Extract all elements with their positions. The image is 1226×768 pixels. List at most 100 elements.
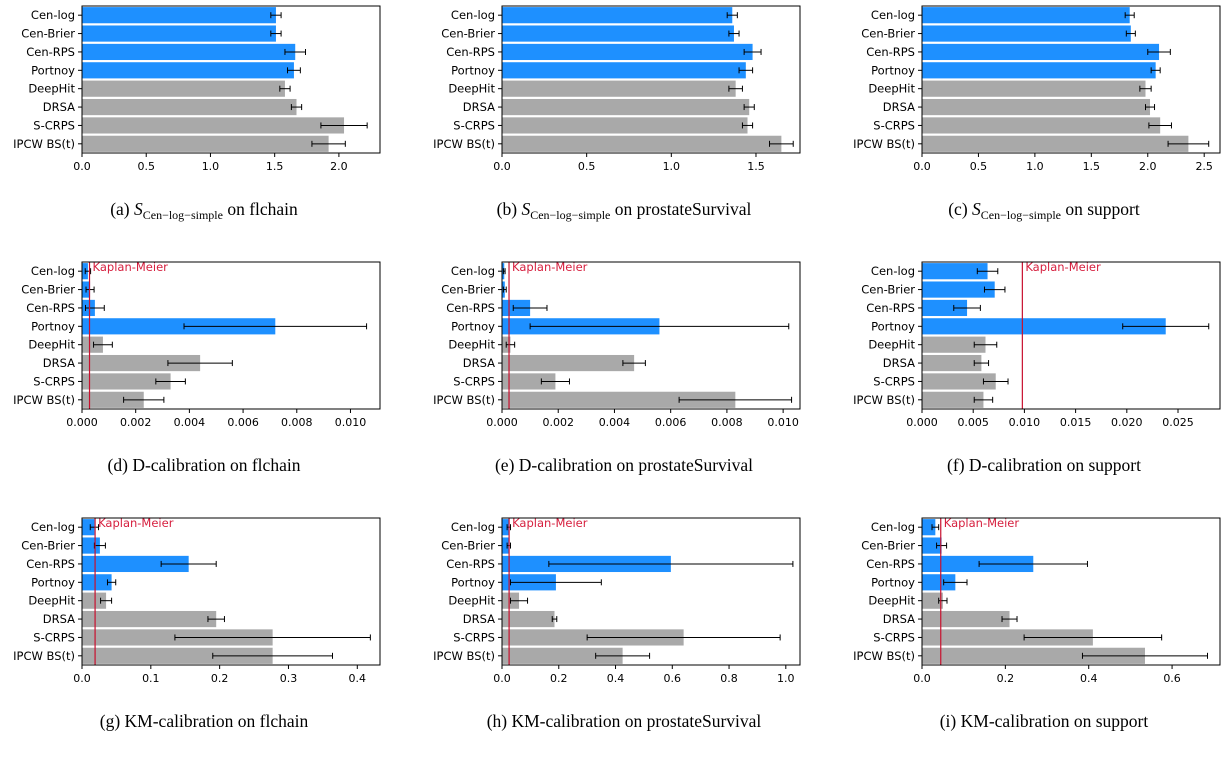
bar — [922, 281, 995, 298]
category-label: Portnoy — [451, 319, 495, 333]
chart-panel: Cen-log Cen-Brier Cen-RPS Portnoy DeepHit DRS… — [0, 256, 408, 512]
x-tick-label: 0.0 — [73, 672, 91, 685]
caption-math: SCen−log−simple — [134, 199, 223, 222]
category-label: Cen-RPS — [866, 557, 915, 571]
caption: (h) KM-calibration on prostateSurvival — [420, 711, 828, 732]
plot-frame — [501, 517, 801, 666]
x-tick-label: 0.006 — [227, 416, 259, 429]
plot-frame — [501, 5, 801, 154]
category-label: Cen-log — [871, 8, 915, 22]
bar — [502, 519, 509, 536]
kaplan-meier-label: Kaplan-Meier — [512, 516, 588, 530]
bar — [922, 592, 943, 609]
x-tick-label: 0.2 — [211, 672, 229, 685]
category-label: DRSA — [883, 356, 915, 370]
x-tick-label: 0.000 — [66, 416, 98, 429]
category-label: IPCW BS(t) — [13, 393, 75, 407]
bar — [922, 373, 996, 390]
category-label: IPCW BS(t) — [13, 137, 75, 151]
category-label: Portnoy — [871, 319, 915, 333]
kaplan-meier-label: Kaplan-Meier — [944, 516, 1020, 530]
category-label: DRSA — [883, 100, 915, 114]
bar-chart: Cen-log Cen-Brier Cen-RPS Portnoy DeepHit DRS… — [853, 516, 1221, 685]
caption-math-subscript: Cen−log−simple — [530, 208, 611, 222]
x-tick-label: 0.020 — [1111, 416, 1143, 429]
bar-chart: Cen-log Cen-Brier Cen-RPS Portnoy DeepHit DRS… — [433, 516, 801, 685]
x-tick-label: 2.5 — [1195, 160, 1213, 173]
x-tick-label: 0.5 — [137, 160, 155, 173]
bar — [82, 519, 95, 536]
caption: (b) SCen−log−simple on prostateSurvival — [420, 199, 828, 223]
x-tick-label: 0.008 — [281, 416, 313, 429]
x-tick-label: 0.008 — [711, 416, 743, 429]
x-tick-label: 0.6 — [1163, 672, 1181, 685]
kaplan-meier-label: Kaplan-Meier — [98, 516, 174, 530]
category-label: Cen-Brier — [21, 27, 75, 41]
caption-math-subscript: Cen−log−simple — [142, 208, 223, 222]
bar — [82, 336, 103, 353]
category-label: DRSA — [43, 100, 75, 114]
caption-label: (d) — [107, 455, 133, 475]
category-label: S-CRPS — [453, 630, 495, 644]
bar — [82, 25, 276, 42]
category-label: S-CRPS — [873, 630, 915, 644]
plot-frame — [921, 5, 1221, 154]
bar — [502, 610, 555, 628]
x-tick-label: 1.5 — [747, 160, 765, 173]
caption-text: D-calibration on prostateSurvival — [518, 455, 754, 475]
x-tick-label: 1.0 — [663, 160, 681, 173]
x-tick-label: 0.4 — [607, 672, 625, 685]
bar — [82, 574, 112, 591]
caption: (f) D-calibration on support — [840, 455, 1226, 476]
x-tick-label: 0.4 — [349, 672, 367, 685]
caption-label: (c) — [948, 199, 973, 219]
caption-math-subscript: Cen−log−simple — [980, 208, 1061, 222]
category-label: IPCW BS(t) — [433, 137, 495, 151]
bar — [82, 117, 345, 134]
chart-panel: Cen-log Cen-Brier Cen-RPS Portnoy DeepHit DRS… — [840, 0, 1226, 256]
category-label: S-CRPS — [873, 118, 915, 132]
category-label: DeepHit — [28, 82, 75, 96]
bar — [922, 555, 1034, 573]
bar — [922, 98, 1151, 116]
x-tick-label: 1.5 — [1083, 160, 1101, 173]
bar — [502, 135, 782, 152]
plot-frame — [81, 261, 381, 410]
x-tick-label: 0.2 — [997, 672, 1015, 685]
x-tick-label: 0.0 — [913, 672, 931, 685]
caption-label: (g) — [99, 711, 125, 731]
x-tick-label: 2.0 — [1139, 160, 1157, 173]
plot-frame — [921, 261, 1221, 410]
caption-label: (b) — [496, 199, 522, 219]
bar — [82, 354, 201, 372]
x-tick-label: 2.0 — [330, 160, 348, 173]
bar-chart: Cen-log Cen-Brier Cen-RPS Portnoy DeepHit DRS… — [853, 5, 1221, 173]
bar — [502, 117, 748, 134]
x-tick-label: 0.004 — [174, 416, 206, 429]
category-label: Cen-RPS — [446, 557, 495, 571]
category-label: Cen-RPS — [26, 45, 75, 59]
plot-frame — [921, 517, 1221, 666]
x-tick-label: 1.0 — [1026, 160, 1044, 173]
category-label: S-CRPS — [33, 118, 75, 132]
x-tick-label: 0.010 — [1009, 416, 1041, 429]
chart-panel: Cen-log Cen-Brier Cen-RPS Portnoy DeepHit DRS… — [0, 0, 408, 256]
category-label: S-CRPS — [453, 118, 495, 132]
x-tick-label: 0.000 — [486, 416, 518, 429]
category-label: Cen-log — [451, 264, 495, 278]
caption-math: SCen−log−simple — [521, 199, 611, 222]
bar-chart: Cen-log Cen-Brier Cen-RPS Portnoy DeepHit DRS… — [433, 260, 801, 429]
category-label: DRSA — [463, 612, 495, 626]
x-tick-label: 0.025 — [1162, 416, 1194, 429]
kaplan-meier-label: Kaplan-Meier — [1025, 260, 1101, 274]
bar — [502, 43, 753, 61]
bar — [82, 647, 273, 664]
x-tick-label: 1.0 — [777, 672, 795, 685]
bar — [922, 7, 1130, 24]
caption: (i) KM-calibration on support — [840, 711, 1226, 732]
chart-panel: Cen-log Cen-Brier Cen-RPS Portnoy DeepHit DRS… — [420, 256, 828, 512]
bar — [922, 62, 1156, 79]
caption-label: (h) — [486, 711, 512, 731]
caption-label: (e) — [494, 455, 519, 475]
bar — [922, 647, 1145, 664]
